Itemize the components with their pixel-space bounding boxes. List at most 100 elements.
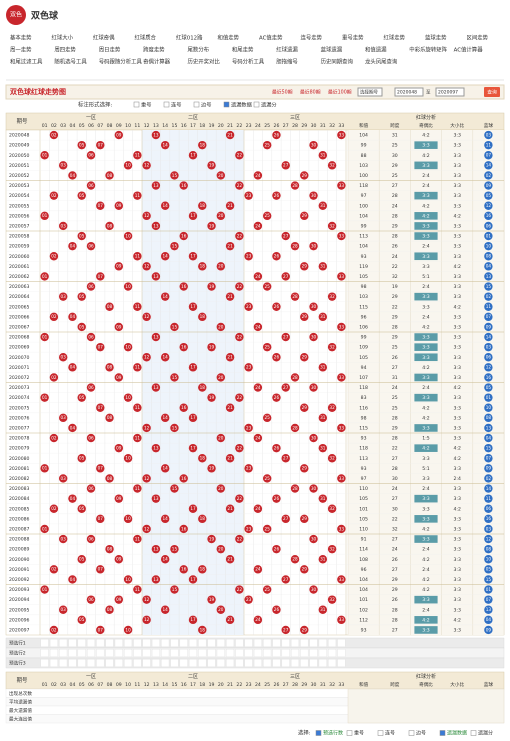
nav-link[interactable]: 周日走势 bbox=[99, 46, 121, 54]
preselect-cell[interactable] bbox=[68, 659, 77, 667]
nav-link[interactable]: 连号走势 bbox=[301, 34, 323, 42]
nav-link[interactable]: 蓝球走势 bbox=[425, 34, 447, 42]
option-label[interactable]: 重号 bbox=[141, 101, 151, 109]
preselect-cell[interactable] bbox=[49, 649, 58, 657]
preselect-cell[interactable] bbox=[133, 639, 142, 647]
nav-link[interactable]: 奇偶计算器 bbox=[143, 58, 171, 66]
nav-link[interactable]: AC值计算器 bbox=[454, 46, 484, 54]
preselect-cell[interactable] bbox=[170, 659, 179, 667]
preselect-cell[interactable] bbox=[161, 659, 170, 667]
preselect-cell[interactable] bbox=[263, 649, 272, 657]
preselect-cell[interactable] bbox=[151, 649, 160, 657]
preselect-cell[interactable] bbox=[114, 639, 123, 647]
preselect-cell[interactable] bbox=[161, 649, 170, 657]
to-input[interactable] bbox=[435, 87, 465, 97]
preselect-cell[interactable] bbox=[49, 659, 58, 667]
nav-link[interactable]: 基本走势 bbox=[10, 34, 32, 42]
preselect-cell[interactable] bbox=[142, 639, 151, 647]
preselect-cell[interactable] bbox=[105, 639, 114, 647]
preselect-cell[interactable] bbox=[291, 649, 299, 657]
preselect-cell[interactable] bbox=[87, 649, 95, 657]
preselect-cell[interactable] bbox=[170, 649, 179, 657]
nav-link[interactable]: 重号走势 bbox=[342, 34, 364, 42]
preselect-cell[interactable] bbox=[87, 659, 95, 667]
preselect-cell[interactable] bbox=[235, 639, 244, 647]
query-label[interactable]: 查询 bbox=[487, 89, 497, 96]
preselect-cell[interactable] bbox=[253, 639, 262, 647]
bottom-option[interactable]: 重号 bbox=[354, 730, 364, 737]
preselect-cell[interactable] bbox=[142, 649, 151, 657]
preselect-cell[interactable] bbox=[151, 639, 160, 647]
nav-link[interactable]: 周一走势 bbox=[10, 46, 32, 54]
nav-link[interactable]: 红球奇偶 bbox=[93, 34, 115, 42]
nav-link[interactable]: 中彩乐旋转矩阵 bbox=[409, 46, 447, 54]
preselect-cell[interactable] bbox=[309, 639, 318, 647]
preselect-cell[interactable] bbox=[133, 649, 142, 657]
preselect-cell[interactable] bbox=[189, 639, 197, 647]
preselect-cell[interactable] bbox=[59, 649, 68, 657]
preselect-cell[interactable] bbox=[272, 639, 281, 647]
preselect-cell[interactable] bbox=[226, 659, 235, 667]
preselect-cell[interactable] bbox=[253, 659, 262, 667]
nav-link[interactable]: AC值走势 bbox=[259, 34, 283, 42]
bottom-option[interactable]: 遗漏数据 bbox=[447, 730, 467, 737]
preselect-cell[interactable] bbox=[318, 649, 327, 657]
preselect-cell[interactable] bbox=[337, 649, 346, 657]
bottom-checkbox[interactable] bbox=[377, 730, 384, 736]
preselect-cell[interactable] bbox=[318, 639, 327, 647]
quick-link[interactable]: 最近50期 bbox=[272, 89, 293, 96]
preselect-cell[interactable] bbox=[216, 659, 225, 667]
preselect-cell[interactable] bbox=[179, 639, 188, 647]
nav-link[interactable]: 跨度走势 bbox=[143, 46, 165, 54]
preselect-cell[interactable] bbox=[68, 639, 77, 647]
preselect-cell[interactable] bbox=[114, 649, 123, 657]
preselect-cell[interactable] bbox=[207, 659, 216, 667]
preselect-cell[interactable] bbox=[244, 649, 253, 657]
preselect-cell[interactable] bbox=[207, 639, 216, 647]
option-label[interactable]: 遗漏数据 bbox=[231, 101, 252, 109]
option-label[interactable]: 连号 bbox=[171, 101, 181, 109]
preselect-cell[interactable] bbox=[114, 659, 123, 667]
preselect-cell[interactable] bbox=[300, 659, 309, 667]
preselect-cell[interactable] bbox=[328, 649, 337, 657]
nav-link[interactable]: 区间走势 bbox=[467, 34, 489, 42]
preselect-cell[interactable] bbox=[133, 659, 142, 667]
preselect-cell[interactable] bbox=[300, 639, 309, 647]
preselect-cell[interactable] bbox=[272, 649, 281, 657]
preselect-cell[interactable] bbox=[318, 659, 327, 667]
option-checkbox[interactable] bbox=[163, 101, 170, 108]
nav-link[interactable]: 和尾走势 bbox=[232, 46, 254, 54]
preselect-cell[interactable] bbox=[253, 649, 262, 657]
option-checkbox[interactable] bbox=[223, 101, 230, 108]
preselect-cell[interactable] bbox=[226, 639, 235, 647]
preselect-cell[interactable] bbox=[300, 649, 309, 657]
preselect-cell[interactable] bbox=[124, 649, 133, 657]
nav-link[interactable]: 红球走势 bbox=[384, 34, 406, 42]
preselect-cell[interactable] bbox=[309, 649, 318, 657]
bottom-option[interactable]: 预选行数 bbox=[323, 730, 343, 737]
nav-link[interactable]: 和尾过滤工具 bbox=[10, 58, 43, 66]
preselect-cell[interactable] bbox=[189, 659, 197, 667]
preselect-cell[interactable] bbox=[244, 659, 253, 667]
preselect-cell[interactable] bbox=[59, 659, 68, 667]
bottom-option[interactable]: 边号 bbox=[416, 730, 426, 737]
bottom-checkbox[interactable] bbox=[470, 730, 477, 736]
nav-link[interactable]: 和值走势 bbox=[218, 34, 240, 42]
preselect-cell[interactable] bbox=[105, 659, 114, 667]
preselect-cell[interactable] bbox=[291, 659, 299, 667]
preselect-cell[interactable] bbox=[179, 659, 188, 667]
preselect-cell[interactable] bbox=[124, 639, 133, 647]
preselect-cell[interactable] bbox=[96, 649, 105, 657]
preselect-cell[interactable] bbox=[198, 659, 207, 667]
bottom-option[interactable]: 遗漏分 bbox=[478, 730, 493, 737]
preselect-cell[interactable] bbox=[96, 639, 105, 647]
preselect-cell[interactable] bbox=[216, 639, 225, 647]
preselect-cell[interactable] bbox=[309, 659, 318, 667]
preselect-cell[interactable] bbox=[216, 649, 225, 657]
period-select-label[interactable]: 选择期号 bbox=[360, 89, 378, 96]
preselect-cell[interactable] bbox=[105, 649, 114, 657]
period-select[interactable] bbox=[357, 87, 383, 97]
option-checkbox[interactable] bbox=[133, 101, 140, 108]
preselect-cell[interactable] bbox=[40, 639, 49, 647]
preselect-cell[interactable] bbox=[328, 659, 337, 667]
